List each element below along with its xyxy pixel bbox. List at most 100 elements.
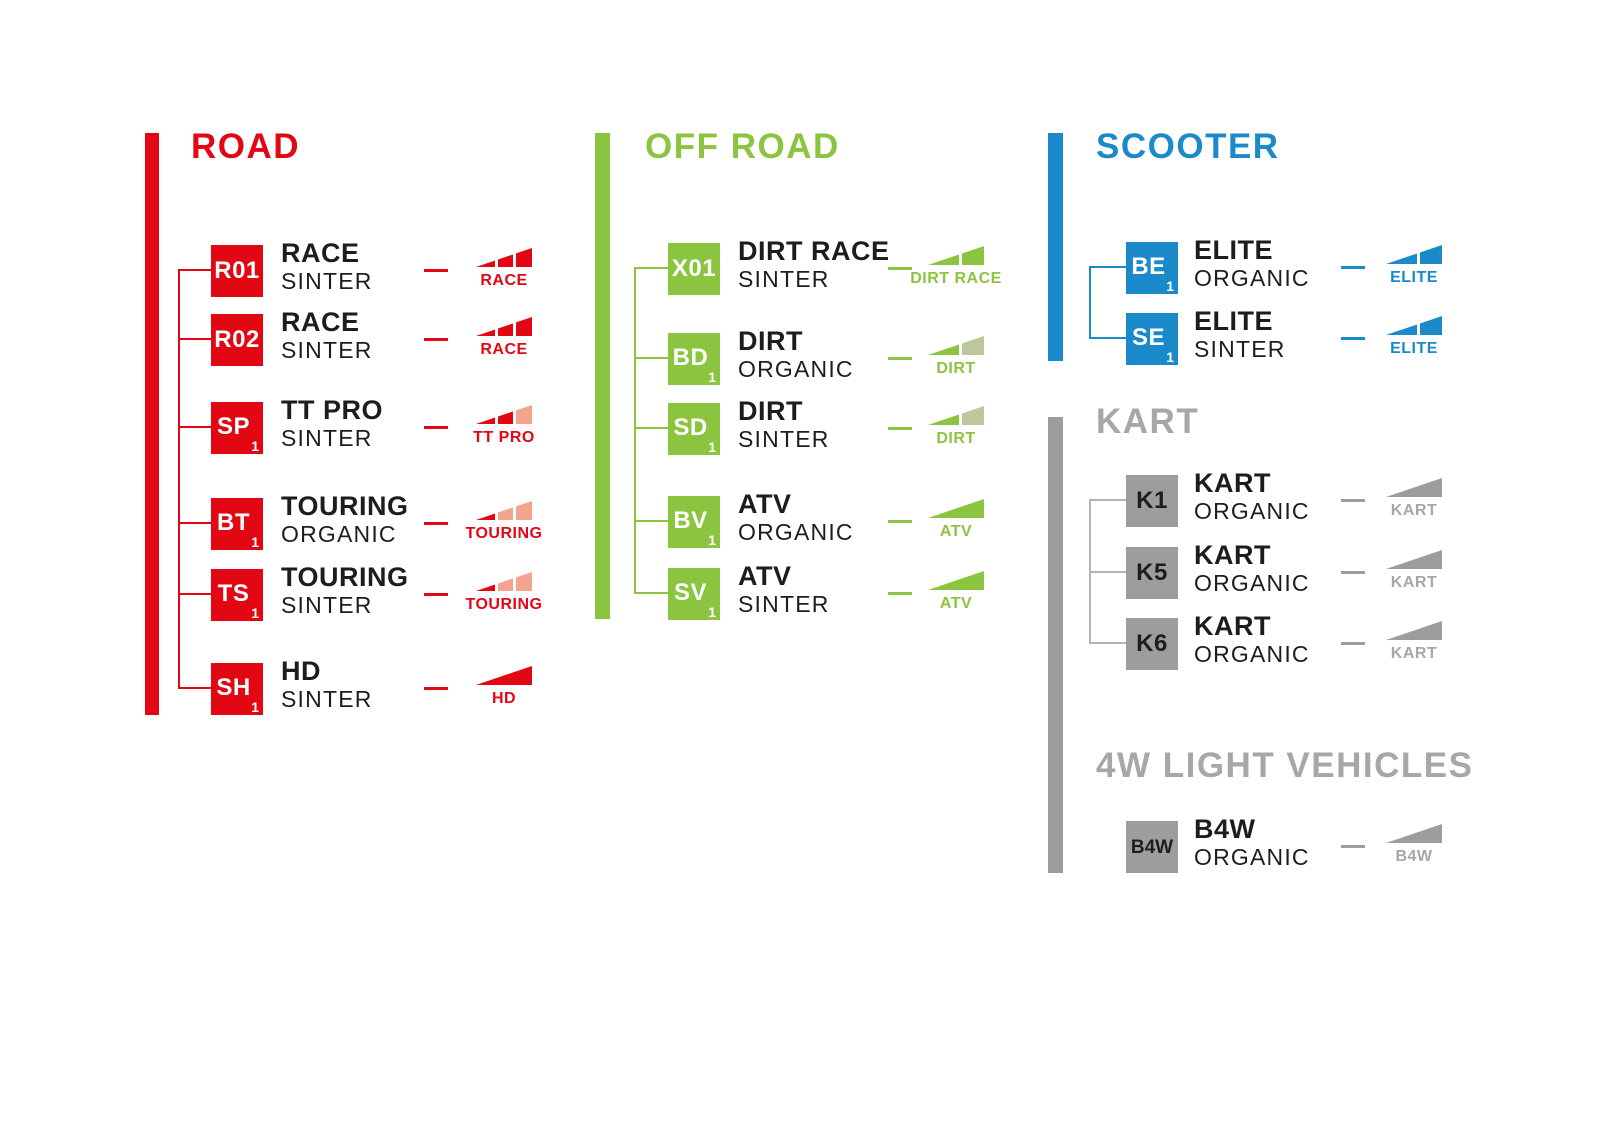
product-code-subscript: 1 [708,439,716,455]
product-code: K6 [1136,630,1168,657]
dash-connector [424,426,448,429]
lv4w-section-title: 4W LIGHT VEHICLES [1096,746,1474,785]
product-code-badge: BE 1 [1126,242,1178,294]
performance-level-icon [1386,245,1442,264]
performance-label: KART [1390,645,1438,662]
performance-label: ATV [939,523,973,540]
scooter-section-title: SCOOTER [1096,127,1280,166]
offroad-connector-branch [634,520,668,522]
product-code-badge: BD 1 [668,333,720,385]
wedge-segment [516,317,532,336]
product-code: SP [216,412,250,440]
wedge-segment [1386,253,1417,264]
product-name: RACE [281,307,360,337]
wedge-segment [498,507,513,520]
dash-connector [1341,266,1365,269]
wedge-segment [1420,245,1442,264]
performance-level-icon [928,246,984,265]
product-code-badge: SP 1 [211,402,263,454]
performance-level-icon [476,666,532,685]
road-connector-branch [178,687,211,689]
wedge-segment [928,344,959,355]
wedge-segment [1386,621,1442,640]
product-material: SINTER [281,337,373,363]
product-name: DIRT [738,326,803,356]
performance-level-icon [476,572,532,591]
product-code: K1 [1136,487,1168,514]
product-code-badge: TS 1 [211,569,263,621]
product-code-subscript: 1 [708,532,716,548]
product-code: SV [673,578,707,606]
wedge-segment [1386,478,1442,497]
performance-label: KART [1390,502,1438,519]
product-code-badge: K6 [1126,618,1178,670]
wedge-segment [962,406,984,425]
product-code: BD [672,343,709,371]
product-name: HD [281,656,321,686]
performance-label: ELITE [1390,340,1438,357]
performance-level-icon [1386,478,1442,497]
performance-label: TOURING [465,525,543,542]
product-material: SINTER [1194,336,1286,362]
performance-level-icon [476,317,532,336]
product-material: SINTER [281,592,373,618]
product-name: TOURING [281,562,409,592]
product-code: K5 [1136,559,1168,586]
performance-level-icon [928,499,984,518]
product-code: SH [216,673,251,701]
performance-label: DIRT RACE [910,270,1002,287]
performance-label: ATV [939,595,973,612]
kart-connector-branch [1089,499,1126,501]
dash-connector [888,357,912,360]
wedge-segment [516,405,532,424]
performance-level-icon [476,501,532,520]
product-code-subscript: 1 [251,605,259,621]
product-code-subscript: 1 [251,438,259,454]
wedge-segment [516,248,532,267]
product-material: ORGANIC [1194,844,1310,870]
dash-connector [424,338,448,341]
product-code: BE [1131,252,1166,280]
dash-connector [888,427,912,430]
wedge-segment [1420,316,1442,335]
product-code: SD [673,413,708,441]
product-material: ORGANIC [1194,641,1310,667]
wedge-segment [962,336,984,355]
product-code-badge: BV 1 [668,496,720,548]
performance-level-icon [1386,824,1442,843]
dash-connector [424,593,448,596]
performance-level-icon [928,571,984,590]
scooter-color-bar [1048,133,1063,361]
product-code-badge: K1 [1126,475,1178,527]
product-material: SINTER [738,591,830,617]
scooter-connector-trunk [1089,266,1091,339]
performance-label: TOURING [465,596,543,613]
product-name: KART [1194,468,1271,498]
product-code-badge: X01 [668,243,720,295]
kart-connector-branch [1089,642,1126,644]
dash-connector [1341,571,1365,574]
product-code: X01 [671,255,717,282]
wedge-segment [476,513,495,520]
offroad-connector-trunk [634,267,636,594]
product-name: RACE [281,238,360,268]
wedge-segment [476,584,495,591]
performance-label: B4W [1395,848,1433,865]
product-name: TOURING [281,491,409,521]
product-material: SINTER [738,426,830,452]
product-code-badge: SD 1 [668,403,720,455]
product-code-subscript: 1 [708,604,716,620]
dash-connector [1341,845,1365,848]
wedge-segment [498,411,513,424]
product-material: ORGANIC [738,519,854,545]
wedge-segment [928,414,959,425]
wedge-segment [928,254,959,265]
product-material: ORGANIC [738,356,854,382]
product-code-subscript: 1 [1166,278,1174,294]
road-connector-branch [178,269,211,271]
product-code-subscript: 1 [1166,349,1174,365]
dash-connector [888,520,912,523]
kart-color-bar [1048,417,1063,873]
performance-label: TT PRO [473,429,535,446]
product-name: B4W [1194,814,1256,844]
